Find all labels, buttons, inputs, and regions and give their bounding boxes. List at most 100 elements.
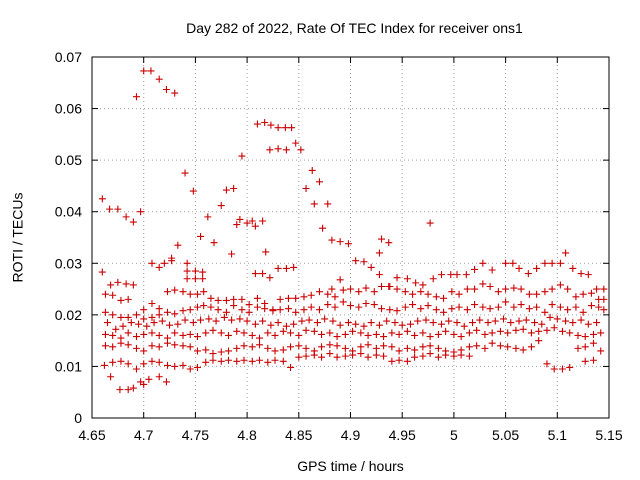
data-point — [253, 294, 261, 302]
data-point — [109, 311, 117, 319]
data-point — [295, 342, 303, 350]
data-point — [148, 329, 156, 337]
data-point — [222, 296, 230, 304]
data-point — [282, 146, 290, 154]
data-point — [171, 362, 179, 370]
data-point — [259, 217, 267, 225]
data-point — [122, 213, 130, 221]
data-point — [222, 308, 230, 316]
data-point — [411, 331, 419, 339]
data-point — [360, 322, 368, 330]
data-point — [324, 200, 332, 208]
y-tick-label: 0.02 — [55, 307, 82, 323]
data-point — [143, 322, 151, 330]
data-point — [200, 288, 208, 296]
data-point — [574, 331, 582, 339]
x-tick-label: 4.75 — [182, 427, 209, 443]
data-point — [364, 353, 372, 361]
x-tick-label: 4.85 — [285, 427, 312, 443]
data-point — [386, 282, 394, 290]
x-tick-label: 5.1 — [548, 427, 568, 443]
data-point — [471, 301, 479, 309]
data-point — [479, 303, 487, 311]
data-point — [183, 275, 191, 283]
data-point — [395, 356, 403, 364]
data-point — [230, 185, 238, 193]
data-point — [341, 344, 349, 352]
data-point — [525, 305, 533, 313]
data-point — [380, 342, 388, 350]
data-point — [535, 327, 543, 335]
data-point — [124, 341, 132, 349]
data-point — [352, 257, 360, 265]
data-point — [236, 215, 244, 223]
data-point — [339, 286, 347, 294]
data-point — [486, 305, 494, 313]
data-point — [566, 363, 574, 371]
data-point — [429, 275, 437, 283]
data-point — [179, 331, 187, 339]
data-point — [450, 352, 458, 360]
data-point — [391, 319, 399, 327]
data-point — [465, 352, 473, 360]
data-point — [101, 308, 109, 316]
data-point — [224, 331, 232, 339]
data-point — [230, 302, 238, 310]
data-point — [564, 285, 572, 293]
data-point — [550, 365, 558, 373]
data-point — [104, 319, 112, 327]
data-point — [502, 298, 510, 306]
data-point — [284, 305, 292, 313]
data-point — [253, 120, 261, 128]
data-point — [318, 343, 326, 351]
data-point — [538, 320, 546, 328]
data-point — [98, 195, 106, 203]
data-point — [127, 319, 135, 327]
data-point — [137, 208, 145, 216]
data-point — [217, 357, 225, 365]
data-point — [417, 288, 425, 296]
data-point — [406, 320, 414, 328]
data-point — [287, 363, 295, 371]
data-point — [326, 329, 334, 337]
data-point — [419, 329, 427, 337]
data-point — [264, 358, 272, 366]
data-point — [445, 317, 453, 325]
data-point — [222, 186, 230, 194]
data-point — [248, 331, 256, 339]
data-point — [556, 281, 564, 289]
data-point — [233, 221, 241, 229]
data-point — [463, 285, 471, 293]
data-point — [375, 271, 383, 279]
data-point — [302, 326, 310, 334]
data-point — [403, 275, 411, 283]
data-point — [204, 213, 212, 221]
data-point — [266, 146, 274, 154]
data-point — [548, 285, 556, 293]
data-point — [148, 313, 156, 321]
data-point — [450, 330, 458, 338]
data-point — [486, 282, 494, 290]
data-point — [434, 330, 442, 338]
data-point — [101, 330, 109, 338]
data-point — [558, 365, 566, 373]
data-point — [434, 344, 442, 352]
data-point — [186, 330, 194, 338]
data-point — [155, 311, 163, 319]
data-point — [339, 298, 347, 306]
data-point — [117, 313, 125, 321]
data-point — [409, 301, 417, 309]
data-point — [569, 264, 577, 272]
data-point — [183, 267, 191, 275]
x-tick-label: 4.65 — [78, 427, 105, 443]
data-point — [479, 259, 487, 267]
data-point — [238, 295, 246, 303]
data-point — [577, 270, 585, 278]
data-point — [504, 343, 512, 351]
data-point — [319, 224, 327, 232]
data-point — [398, 321, 406, 329]
data-point — [386, 306, 394, 314]
data-point — [525, 290, 533, 298]
data-point — [494, 303, 502, 311]
data-point — [548, 301, 556, 309]
